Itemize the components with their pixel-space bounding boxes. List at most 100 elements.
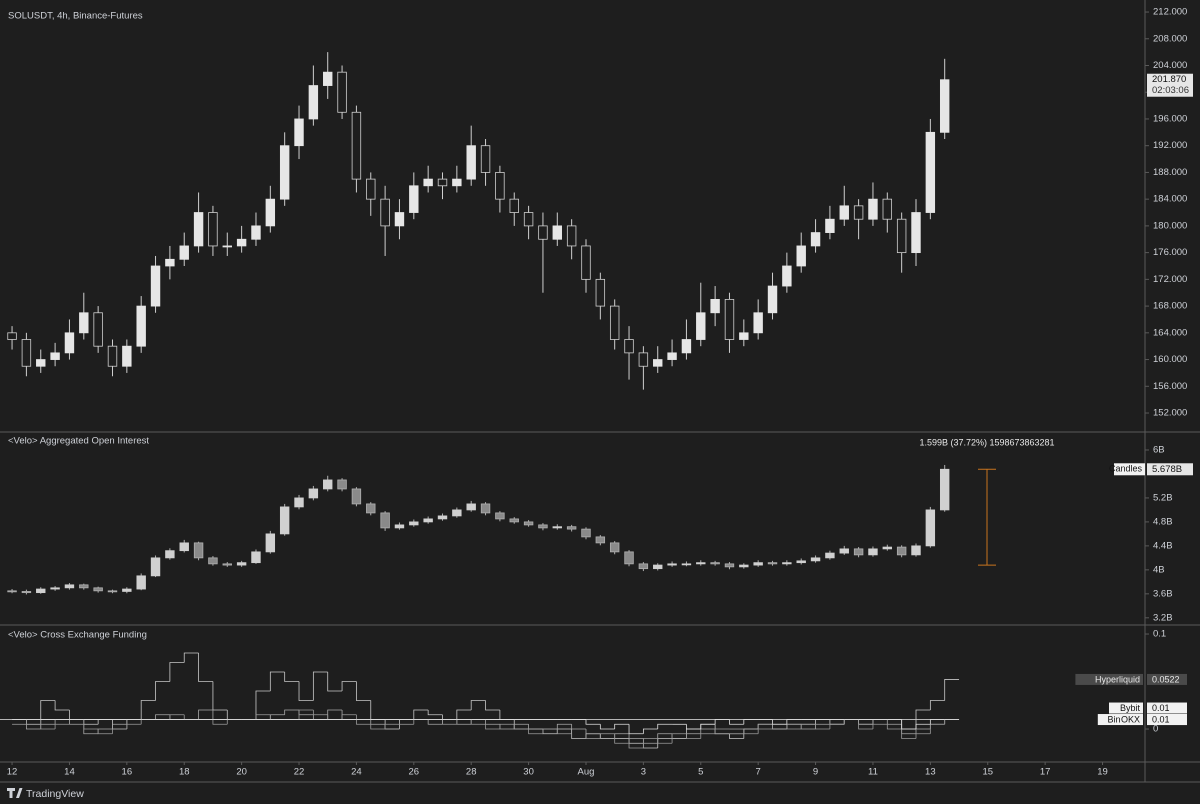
legend-name-box <box>1120 714 1143 726</box>
funding-step <box>628 743 644 749</box>
candle-body <box>409 521 419 526</box>
funding-step <box>384 723 400 730</box>
candle-body <box>624 339 634 354</box>
x-tick-label: 17 <box>1040 767 1051 778</box>
funding-step <box>585 719 601 725</box>
candle-body <box>208 557 218 565</box>
legend-value: 0.0522 <box>1152 674 1180 684</box>
funding-step <box>714 719 730 725</box>
candle-body <box>437 178 448 187</box>
candle-body <box>896 546 907 556</box>
funding-step <box>370 724 386 730</box>
funding-step <box>183 652 199 663</box>
legend-value-box <box>1147 702 1187 714</box>
y-tick-label: 0.1 <box>1153 629 1166 640</box>
y-tick-label: 0 <box>1153 724 1158 735</box>
legend-item: OKX 0.01 <box>1120 714 1187 726</box>
logo-mark <box>7 788 23 798</box>
candle-body <box>853 548 864 556</box>
x-tick-label: 20 <box>236 767 247 778</box>
y-tick-label: 212.000 <box>1153 7 1187 18</box>
pane-title: SOLUSDT, 4h, Binance-Futures <box>8 11 143 22</box>
candle-body <box>265 533 276 553</box>
y-tick-label: 5.2B <box>1153 492 1173 503</box>
legend-name: Candles <box>1109 464 1143 474</box>
candle-body <box>796 245 806 267</box>
x-tick-label: 9 <box>813 767 818 778</box>
candle-body <box>466 503 476 511</box>
funding-series <box>12 719 960 735</box>
candle-body <box>251 551 261 564</box>
candle-body <box>79 584 89 589</box>
candle-body <box>150 265 161 307</box>
candle-body <box>853 205 864 220</box>
candle-body <box>667 563 677 566</box>
candle-body <box>581 245 591 280</box>
candle-body <box>595 278 606 307</box>
candle-body <box>323 71 333 86</box>
measure-label: 1.599B (37.72%) 1598673863281 <box>919 437 1054 447</box>
y-tick-label: 164.000 <box>1153 327 1187 338</box>
candle-body <box>739 332 749 340</box>
candle-body <box>423 178 433 187</box>
last-value-label: 5.678B <box>1152 464 1182 475</box>
candle-body <box>495 512 505 520</box>
x-tick-label: 28 <box>466 767 477 778</box>
y-tick-label: 204.000 <box>1153 60 1187 71</box>
funding-step <box>886 724 902 730</box>
candle-body <box>36 359 46 367</box>
candle-body <box>509 518 519 523</box>
candle-body <box>681 563 692 566</box>
funding-step <box>312 710 328 716</box>
candle-body <box>653 359 663 367</box>
funding-step <box>356 714 371 725</box>
candle-body <box>839 205 849 220</box>
x-tick-label: 13 <box>925 767 936 778</box>
funding-step <box>97 729 113 735</box>
x-tick-label: 3 <box>641 767 646 778</box>
candle-body <box>609 542 620 553</box>
funding-step <box>269 671 285 692</box>
x-tick-label: 24 <box>351 767 362 778</box>
candle-body <box>193 212 204 247</box>
candle-body <box>753 312 763 334</box>
legend-item: Hyperliquid 0.0522 <box>1075 673 1187 685</box>
funding-step <box>901 719 916 730</box>
funding-step <box>83 719 99 730</box>
funding-step <box>815 724 830 730</box>
candle-body <box>208 212 218 247</box>
candle-body <box>222 245 232 248</box>
funding-step <box>657 738 673 744</box>
funding-step <box>112 723 127 730</box>
y-tick-label: 156.000 <box>1153 381 1187 392</box>
candle-body <box>868 198 878 220</box>
candle-body <box>810 557 821 562</box>
x-tick-label: 30 <box>523 767 534 778</box>
x-tick-label: 19 <box>1097 767 1108 778</box>
x-tick-label: Aug <box>578 767 595 778</box>
funding-step <box>642 728 658 734</box>
funding-step <box>743 719 759 725</box>
funding-step <box>628 724 644 735</box>
candle-body <box>495 172 505 200</box>
funding-step <box>54 700 70 711</box>
candle-body <box>724 563 735 568</box>
funding-step <box>700 723 716 730</box>
candle-body <box>394 212 405 227</box>
y-tick-label: 152.000 <box>1153 408 1187 419</box>
funding-step <box>915 709 931 730</box>
funding-step <box>714 728 730 734</box>
candle-body <box>409 185 419 213</box>
legend-name: Hyperliquid <box>1095 674 1140 684</box>
last-value-box <box>1147 463 1193 476</box>
funding-step <box>528 729 543 735</box>
candle-body <box>825 218 835 233</box>
candle-body <box>150 557 161 577</box>
candle-body <box>681 339 692 354</box>
candle-body <box>294 118 304 147</box>
candle-body <box>825 552 835 559</box>
funding-step <box>40 719 56 730</box>
candle-body <box>323 479 333 490</box>
funding-step <box>642 738 658 749</box>
